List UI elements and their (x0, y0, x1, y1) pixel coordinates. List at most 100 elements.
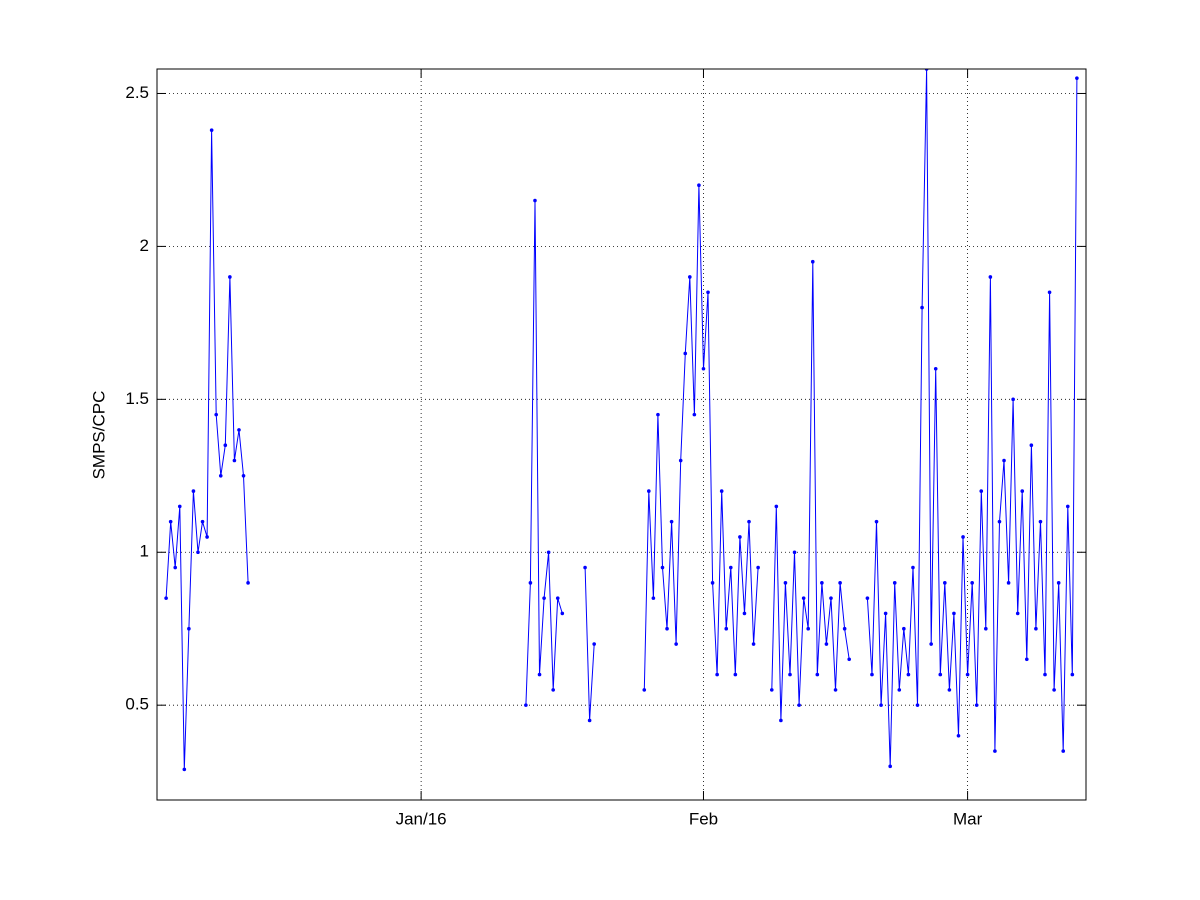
data-point (938, 672, 943, 677)
data-point (1034, 626, 1038, 631)
data-point (218, 473, 223, 478)
data-point (182, 767, 187, 772)
data-point (1075, 76, 1079, 80)
data-point (833, 688, 838, 692)
data-point (920, 305, 924, 310)
data-point (952, 611, 956, 616)
data-point (560, 611, 565, 616)
data-point (943, 581, 947, 585)
data-point (838, 581, 842, 585)
data-point (237, 428, 241, 432)
data-point (706, 290, 710, 295)
y-tick-label: 2 (140, 236, 149, 255)
data-point (879, 703, 883, 707)
data-point (683, 351, 688, 356)
data-point (660, 565, 665, 570)
data-point (988, 275, 993, 279)
y-tick-label: 2.5 (125, 83, 149, 102)
data-point (533, 198, 537, 203)
data-point (164, 596, 168, 600)
data-point (241, 473, 246, 478)
data-point (1070, 672, 1075, 677)
data-point (1002, 458, 1006, 463)
y-tick-label: 1 (140, 542, 149, 561)
data-point (173, 565, 178, 570)
data-point (792, 550, 797, 555)
data-point (651, 596, 656, 600)
data-point (542, 596, 546, 600)
data-point (897, 688, 902, 692)
data-point (223, 443, 228, 448)
data-point (870, 672, 874, 677)
data-point (1038, 519, 1043, 524)
data-point (747, 519, 751, 524)
data-point (546, 550, 551, 555)
y-axis-label: SMPS/CPC (89, 391, 108, 480)
data-point (583, 565, 587, 570)
data-point (697, 183, 701, 188)
x-tick-label: Mar (953, 809, 983, 828)
data-point (979, 489, 984, 493)
data-point (774, 504, 779, 509)
data-point (902, 626, 906, 631)
data-point (1011, 397, 1015, 402)
data-point (892, 581, 897, 585)
data-point (733, 672, 738, 677)
y-tick-label: 1.5 (125, 389, 149, 408)
data-point (842, 626, 847, 631)
data-point (692, 412, 697, 417)
data-point (738, 535, 742, 539)
data-point (929, 642, 933, 646)
data-point (228, 275, 232, 279)
x-tick-label: Feb (689, 809, 718, 828)
data-point (829, 596, 833, 600)
data-point (756, 565, 760, 570)
data-point (865, 596, 870, 600)
data-point (665, 626, 669, 631)
data-point (701, 366, 706, 371)
data-point (815, 672, 820, 677)
data-point (642, 688, 647, 692)
data-point (209, 128, 214, 132)
data-point (1006, 581, 1011, 585)
data-point (1029, 443, 1034, 448)
data-point (715, 672, 719, 677)
data-point (824, 642, 829, 646)
data-point (1043, 672, 1047, 677)
data-point (555, 596, 560, 600)
data-point (656, 412, 660, 417)
data-point (947, 688, 952, 692)
data-point (1020, 489, 1025, 493)
data-point (997, 519, 1002, 524)
data-point (205, 535, 209, 539)
data-point (1024, 657, 1029, 662)
data-point (688, 275, 692, 279)
data-point (551, 688, 555, 692)
data-point (647, 489, 651, 493)
data-point (710, 581, 715, 585)
data-point (719, 489, 724, 493)
data-point (168, 519, 173, 524)
data-point (1065, 504, 1070, 509)
data-point (1061, 749, 1066, 753)
data-point (751, 642, 756, 646)
plot-area (157, 69, 1086, 800)
data-point (196, 550, 200, 555)
data-point (806, 626, 811, 631)
data-point (993, 749, 997, 753)
data-point (674, 642, 678, 646)
data-point (788, 672, 792, 677)
data-point (801, 596, 806, 600)
data-point (810, 259, 815, 264)
data-point (906, 672, 911, 677)
data-point (187, 626, 191, 631)
data-point (956, 733, 961, 738)
data-point (779, 718, 783, 723)
data-point (797, 703, 801, 707)
data-point (874, 519, 879, 524)
data-point (1015, 611, 1020, 616)
data-point (232, 458, 237, 463)
data-point (883, 611, 888, 616)
